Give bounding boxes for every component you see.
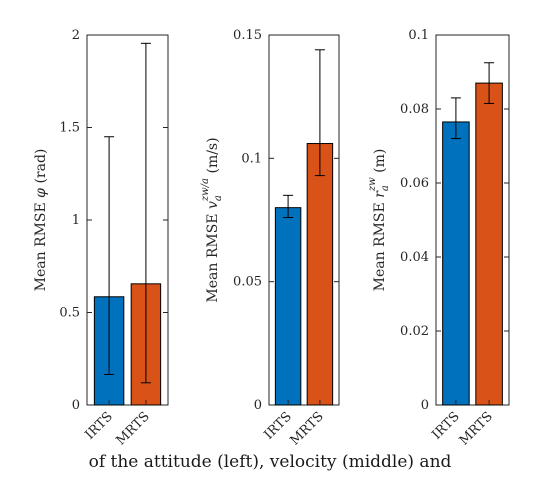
bar-irts <box>274 207 302 406</box>
y-tick-label: 0.06 <box>400 176 429 191</box>
bar-irts <box>442 121 470 406</box>
x-tick-label: MRTS <box>114 409 153 448</box>
y-tick-label: 1 <box>72 213 80 228</box>
y-tick-label: 0 <box>72 398 80 413</box>
y-tick-label: 2 <box>72 28 80 43</box>
x-tick-label: MRTS <box>457 409 496 448</box>
y-axis-label: Mean RMSE vazw/a (m/s) <box>200 137 224 302</box>
y-axis-label: Mean RMSE razw (m) <box>367 149 391 292</box>
x-tick-label: IRTS <box>82 409 115 442</box>
bar-mrts <box>306 143 334 406</box>
y-tick-label: 0.04 <box>400 250 429 265</box>
y-tick-label: 0.5 <box>59 306 80 321</box>
figure-caption: of the attitude (left), velocity (middle… <box>88 452 452 472</box>
axes-box <box>268 34 340 406</box>
y-tick-label: 0.08 <box>400 102 429 117</box>
y-tick-label: 0 <box>254 398 262 413</box>
y-tick-label: 1.5 <box>59 121 80 136</box>
y-tick-label: 0.1 <box>241 151 262 166</box>
y-tick-label: 0.15 <box>233 28 262 43</box>
y-tick-label: 0.02 <box>400 324 429 339</box>
bar-mrts <box>475 82 503 406</box>
y-tick-label: 0.05 <box>233 275 262 290</box>
axes-box <box>435 34 510 406</box>
y-tick-label: 0.1 <box>408 28 429 43</box>
x-tick-label: MRTS <box>288 409 327 448</box>
y-tick-label: 0 <box>421 398 429 413</box>
y-axis-label: Mean RMSE φ (rad) <box>33 149 49 292</box>
